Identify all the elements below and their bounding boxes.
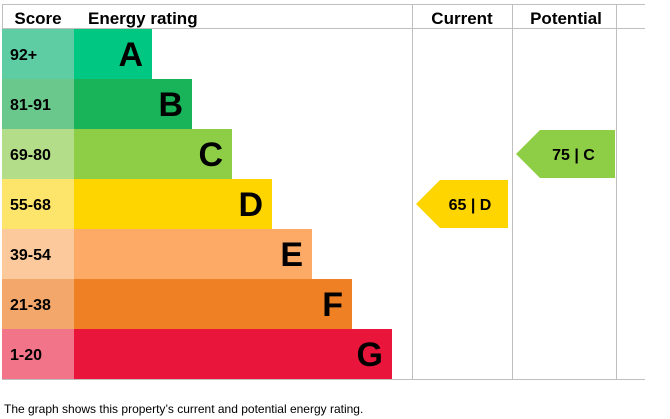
header-energy-rating: Energy rating (88, 9, 198, 28)
score-cell-a (2, 29, 74, 79)
band-bar-g (74, 329, 392, 379)
header-potential: Potential (530, 9, 602, 28)
chart-header: Score Energy rating Current Potential (14, 9, 602, 28)
score-range-g: 1-20 (10, 347, 42, 364)
score-range-d: 55-68 (10, 197, 51, 214)
band-bar-a (74, 29, 152, 79)
score-range-b: 81-91 (10, 97, 51, 114)
rating-markers: 65 | D 75 | C (416, 130, 615, 228)
score-range-c: 69-80 (10, 147, 51, 164)
band-letter-c: C (198, 136, 223, 174)
score-range-e: 39-54 (10, 247, 51, 264)
score-range-f: 21-38 (10, 297, 51, 314)
band-letter-g: G (357, 336, 383, 374)
potential-marker-label: 75 | C (552, 147, 595, 164)
rating-bands: 92+ A 81-91 B 69-80 C 55-68 D 39-54 E 21-38 F 1-20 G (2, 29, 392, 379)
band-bar-b (74, 79, 192, 129)
score-cell-e (2, 229, 74, 279)
score-cell-b (2, 79, 74, 129)
score-cell-d (2, 179, 74, 229)
band-bar-f (74, 279, 352, 329)
band-bar-d (74, 179, 272, 229)
score-cell-c (2, 129, 74, 179)
band-bar-c (74, 129, 232, 179)
band-letter-b: B (158, 86, 183, 124)
header-score: Score (14, 9, 61, 28)
current-marker-arrow (416, 180, 508, 228)
band-letter-f: F (322, 286, 343, 324)
chart-caption: The graph shows this property’s current … (4, 402, 364, 416)
epc-chart: Score Energy rating Current Potential 92… (2, 4, 645, 380)
band-letter-e: E (280, 236, 303, 274)
score-cell-g (2, 329, 74, 379)
potential-marker-arrow (516, 130, 615, 178)
band-bar-e (74, 229, 312, 279)
band-letter-d: D (238, 186, 263, 224)
header-current: Current (431, 9, 493, 28)
score-range-a: 92+ (10, 47, 37, 64)
band-letter-a: A (118, 36, 143, 74)
current-marker-label: 65 | D (449, 197, 492, 214)
score-cell-f (2, 279, 74, 329)
